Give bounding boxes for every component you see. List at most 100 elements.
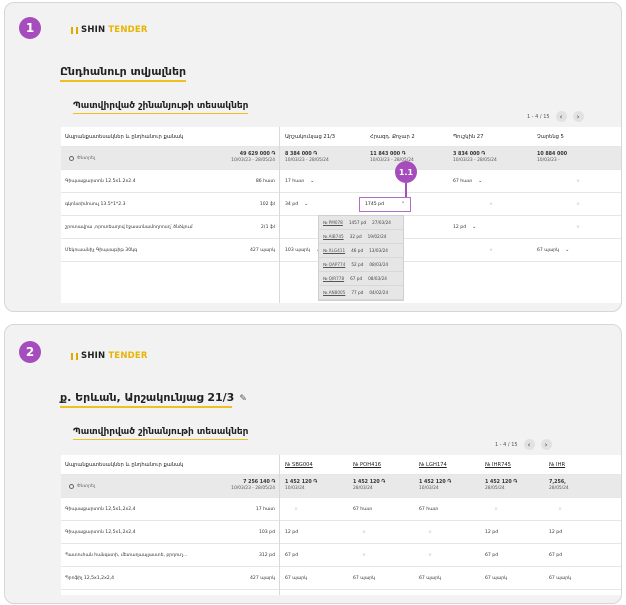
total-cell: 1 452 120 ֏ 10/03/24 [285,479,317,492]
row-total-qty: 312 pd [258,552,275,558]
table-header: Ապրանքատեսակներ և ընդհանուր քանակ Արշակո… [61,127,621,147]
row-product-name: Պատուհան հանգստի, մետաղապլաստե, բրդուղ..… [65,552,188,558]
col-header-site[interactable]: Արշակունյաց 21/3 [285,133,336,140]
empty-cell: × [576,201,580,207]
total-cell: 49 629 000 ֏ 10/03/23 - 28/05/24 [231,151,275,164]
empty-cell: × [294,506,298,512]
qty-cell: 12 pd [485,529,499,535]
qty-cell: 12 pd [549,529,563,535]
row-product-name: Գիպսաքարտոն 12,5x1,2x2,4 [65,529,136,535]
qty-cell: 67 pd [285,552,299,558]
col-header-site[interactable]: Հրազդ. Քոչար 2 [370,133,415,140]
chevron-down-icon: ⌄ [472,224,477,230]
qty-dropdown[interactable]: 17 hատ ⌄ [285,178,315,184]
col-header-order[interactable]: № POH416 [353,461,382,468]
col-header-order[interactable]: № IHR745 [485,461,511,468]
prev-page-button[interactable]: ‹ [555,111,567,122]
logo-icon [71,26,78,34]
qty-cell: 67 hատ [353,506,373,512]
qty-dropdown-open[interactable]: 1745 pd ⌃ [359,197,411,212]
pagination-text: 1 - 4 / 15 [495,441,518,448]
table-row: Պրոֆիլ 12,5x1,2x2,4 427 պարկ 67 պարկ 67 … [61,567,621,590]
row-total-qty: 103 pd [258,529,275,535]
table-row: Գիպսաքարտոն 12,5x1,2x2,4 103 pd 12 pd × … [61,521,621,544]
shintender-logo: SHIN TENDER [71,351,148,361]
table-header: Ապրանքատեսակներ և ընդհանուր քանակ № SBG0… [61,455,621,475]
logo-text-tender: TENDER [108,25,148,35]
qty-dropdown[interactable]: 67 hատ ⌄ [453,178,483,184]
total-cell: 7 256 140 ֏ 10/03/23 - 28/05/24 [231,479,275,492]
total-cell: 11 843 000 ֏ 10/03/23 - 28/05/24 [370,151,414,164]
row-total-qty: 86 hատ [255,178,275,184]
search-field[interactable]: Փնտրել [65,147,215,169]
dropdown-item[interactable]: № AIB745 32 pd 19/02/24 [319,230,403,244]
table-row: Գիպսաքարտոն 12.5x1.2x2.4 86 hատ 17 hատ ⌄ … [61,170,621,193]
dropdown-item[interactable]: № QIR778 67 pd 08/03/24 [319,272,403,286]
section-title: Պատվիրված շինանյութի տեսակներ [73,427,249,440]
section-title: Պատվիրված շինանյութի տեսակներ [73,101,249,114]
qty-dropdown[interactable]: 67 պարկ ⌄ [537,247,570,253]
total-cell: 3 834 000 ֏ 10/03/23 - 28/05/24 [453,151,497,164]
pagination: 1 - 4 / 15 ‹ › [527,111,584,122]
step-badge: 1 [19,17,41,39]
pencil-icon[interactable]: ✎ [239,394,247,404]
dropdown-item[interactable]: № AN8005 77 pd 04/02/24 [319,286,403,300]
callout-line [405,183,407,197]
logo-icon [71,352,78,360]
chevron-up-icon: ⌃ [401,202,405,207]
chevron-down-icon: ⌄ [310,178,315,184]
row-product-name: Գիպսաքարտոն 12,5x1,2x2,4 [65,506,136,512]
qty-cell: 67 pd [485,552,499,558]
empty-cell: × [489,201,493,207]
dropdown-item[interactable]: № QAP774 52 pd 08/03/24 [319,258,403,272]
qty-dropdown[interactable]: 34 pd ⌄ [285,201,309,207]
col-header-site[interactable]: Պուշկին 27 [453,133,484,140]
col-header-order[interactable]: № IHR [549,461,566,468]
row-product-name: Մեկուսանիչ Գիպսաթիթ 30կգ [65,247,138,253]
col-header-order[interactable]: № SBG004 [285,461,313,468]
dropdown-item[interactable]: № XLG411 46 pd 13/03/24 [319,244,403,258]
empty-cell: × [558,506,562,512]
total-cell: 1 452 120 ֏ 28/03/24 [353,479,385,492]
empty-cell: × [489,247,493,253]
qty-cell: 67 պարկ [549,575,572,581]
row-total-qty: 427 պարկ [249,247,275,253]
total-cell: 8 384 000 ֏ 10/03/23 - 28/05/24 [285,151,329,164]
qty-cell: 12 pd [285,529,299,535]
prev-page-button[interactable]: ‹ [523,439,535,450]
qty-cell: 67 pd [549,552,563,558]
row-total-qty: 17 hատ [255,506,275,512]
total-cell: 1 452 120 ֏ 28/05/24 [485,479,517,492]
col-header-order[interactable]: № LGH174 [419,461,447,468]
search-input[interactable]: Փնտրել [77,483,96,489]
materials-table: Ապրանքատեսակներ և ընդհանուր քանակ Արշակո… [61,127,621,303]
table-row: գկոնտիմոսուլ 13.5*1*2.3 102 ֆl 34 pd ⌄ × … [61,193,621,216]
row-total-qty: 102 ֆl [259,201,275,207]
search-icon [69,483,74,489]
next-page-button[interactable]: › [540,439,552,450]
row-product-name: Գիպսաքարտոն 12.5x1.2x2.4 [65,178,136,184]
empty-cell: × [428,529,432,535]
total-cell: 10 884 000 10/03/23 - [537,151,568,164]
totals-row: Փնտրել 7 256 140 ֏ 10/03/23 - 28/05/24 1 … [61,475,621,498]
row-product-name: Պրոֆիլ 12,5x1,2x2,4 [65,575,115,581]
panel-overview: 1 SHIN TENDER Ընդհանուր տվյալներ Պատվիրվա… [4,2,622,312]
next-page-button[interactable]: › [572,111,584,122]
qty-dropdown[interactable]: 12 pd ⌄ [453,224,477,230]
search-input[interactable]: Փնտրել [77,155,96,161]
totals-row: Փնտրել 49 629 000 ֏ 10/03/23 - 28/05/24 8… [61,147,621,170]
logo-text-tender: TENDER [108,351,148,361]
pagination: 1 - 4 / 15 ‹ › [495,439,552,450]
empty-cell: × [362,529,366,535]
empty-cell: × [494,506,498,512]
row-product-name: շրոտավրա ,որոտեաղով էջաստնամողոոսղ՝ ծնձկ… [65,224,193,230]
search-field[interactable]: Փնտրել [65,475,215,497]
total-cell: 1 452 120 ֏ 10/03/24 [419,479,451,492]
col-header-products: Ապրանքատեսակներ և ընդհանուր քանակ [65,133,184,140]
col-header-site[interactable]: Չարենց 5 [537,133,564,140]
table-row: Գիպսաքարտոն 12,5x1,2x2,4 17 hատ × 67 hատ… [61,498,621,521]
column-divider [279,127,280,303]
row-total-qty: 2(1 ֆl [260,224,275,230]
dropdown-item[interactable]: № PM078 1457 pd 27/03/24 [319,216,403,230]
empty-cell: × [428,552,432,558]
